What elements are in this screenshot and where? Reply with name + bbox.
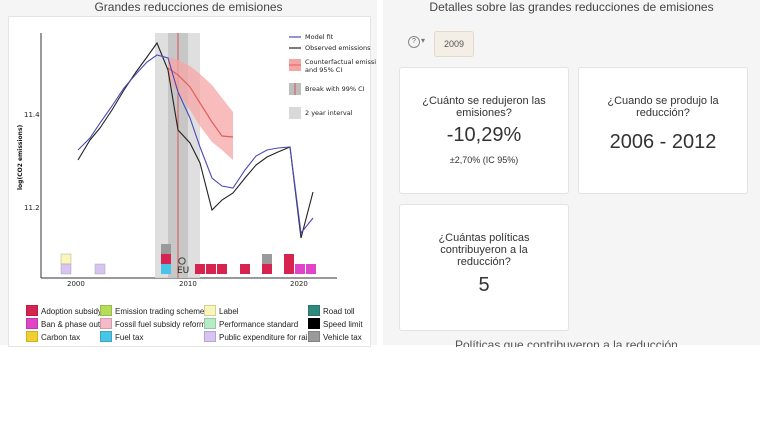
policy-marker-vehicle-tax — [262, 254, 272, 264]
eu-label: EU — [177, 266, 189, 276]
policy-marker-vehicle-tax — [161, 244, 171, 254]
legend-public-rail: Public expenditure for rail — [204, 331, 309, 342]
y-tick-label: 11.4 — [24, 111, 40, 119]
eu-stars-icon — [178, 257, 186, 265]
left-panel-title: Grandes reducciones de emisiones — [94, 0, 283, 14]
when-question: ¿Cuando se produjo la reducción? — [607, 95, 719, 119]
legend-swatch — [204, 318, 216, 329]
legend-swatch — [204, 331, 216, 342]
x-tick-label: 2020 — [290, 280, 308, 288]
legend-fossil-fuel-subsidy: Fossil fuel subsidy reform — [100, 318, 206, 329]
policy-marker-ban-phase-out — [306, 264, 316, 274]
x-tick-label: 2000 — [67, 280, 85, 288]
reduction-ci: ±2,70% (IC 95%) — [449, 155, 519, 165]
when-card: ¿Cuando se produjo la reducción? 2006 - … — [578, 67, 748, 194]
legend-observed-label: Observed emissions — [305, 44, 371, 52]
policy-marker-adoption-subsidy — [206, 264, 216, 274]
reduction-value: -10,29% — [446, 124, 522, 146]
legend-swatch — [26, 331, 38, 342]
policy-marker-adoption-subsidy — [240, 264, 250, 274]
legend-swatch — [100, 318, 112, 329]
counterfactual-line — [167, 67, 234, 138]
legend-swatch — [26, 318, 38, 329]
policies-card: ¿Cuántas políticas contribuyeron a la re… — [399, 204, 569, 331]
legend-break-label: Break with 99% CI — [305, 85, 365, 93]
y-axis-title: log(CO2 emissions) — [17, 124, 24, 190]
model-fit-line — [77, 54, 314, 235]
y-tick-label: 11.2 — [24, 204, 40, 212]
policy-marker-public-rail — [94, 263, 106, 275]
legend-adoption-subsidy: Adoption subsidy — [26, 305, 102, 316]
policy-markers — [60, 244, 316, 275]
legend-swatch — [308, 318, 320, 329]
plot-legend: Model fit Observed emissions Counterfact… — [289, 33, 376, 119]
reduction-question: ¿Cuánto se redujeron las emisiones? — [422, 95, 546, 119]
policy-marker-adoption-subsidy — [217, 264, 227, 274]
policy-marker-adoption-subsidy — [284, 264, 294, 274]
legend-swatch — [26, 305, 38, 316]
reduction-card: ¿Cuánto se redujeron las emisiones? -10,… — [399, 67, 569, 194]
legend-swatch — [100, 331, 112, 342]
counterfactual-ci — [168, 57, 233, 160]
when-value: 2006 - 2012 — [609, 131, 717, 153]
legend-fuel-tax: Fuel tax — [100, 331, 143, 342]
legend-counterfactual-label-2: and 95% CI — [305, 66, 342, 74]
policy-marker-fuel-tax — [161, 264, 171, 274]
year-select-button[interactable]: 2009 — [434, 31, 474, 57]
observed-emissions-line — [77, 41, 314, 239]
emissions-chart: log(CO2 emissions) 11.4 11.2 2000 2010 2… — [17, 33, 376, 288]
legend-counterfactual-label-1: Counterfactual emissi — [305, 58, 376, 66]
legend-interval-label: 2 year interval — [305, 109, 353, 117]
right-panel-title: Detalles sobre las grandes reducciones d… — [429, 0, 714, 14]
legend-swatch — [308, 331, 320, 342]
legend-performance-standard: Performance standard — [204, 318, 298, 329]
policy-marker-public-rail — [60, 263, 72, 275]
policies-question: ¿Cuántas políticas contribuyeron a la re… — [438, 232, 530, 268]
policy-marker-adoption-subsidy — [284, 254, 294, 264]
policy-marker-adoption-subsidy — [195, 264, 205, 274]
policy-marker-ban-phase-out — [295, 264, 305, 274]
legend-road-toll: Road toll — [308, 305, 355, 316]
legend-vehicle-tax: Vehicle tax — [308, 331, 362, 342]
legend-swatch — [204, 305, 216, 316]
x-tick-label: 2010 — [179, 280, 197, 288]
policy-marker-adoption-subsidy — [262, 264, 272, 274]
chevron-down-icon[interactable]: ▾ — [421, 36, 426, 45]
legend-emission-trading: Emission trading scheme — [100, 305, 204, 316]
policy-marker-label — [60, 253, 72, 265]
legend-swatch — [308, 305, 320, 316]
legend-ban-phase-out: Ban & phase out — [26, 318, 100, 329]
info-icon[interactable]: ? — [408, 36, 420, 48]
policies-value: 5 — [478, 274, 490, 296]
legend-label: Label — [204, 305, 239, 316]
policies-section-heading: Políticas que contribuyeron a la reducci… — [455, 338, 678, 352]
policy-marker-adoption-subsidy — [161, 254, 171, 264]
legend-interval-swatch — [289, 107, 301, 119]
legend-speed-limit: Speed limit — [308, 318, 363, 329]
legend-swatch — [100, 305, 112, 316]
legend-carbon-tax: Carbon tax — [26, 331, 80, 342]
legend-model-fit-label: Model fit — [305, 33, 334, 41]
